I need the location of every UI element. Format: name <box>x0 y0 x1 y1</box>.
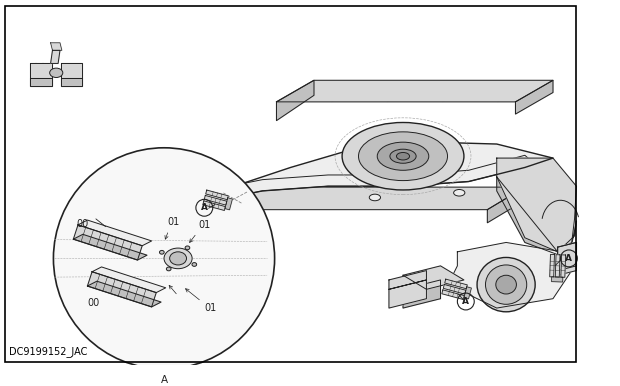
Ellipse shape <box>370 194 381 201</box>
Polygon shape <box>403 280 440 308</box>
Polygon shape <box>561 255 565 277</box>
Text: A: A <box>161 375 167 385</box>
Polygon shape <box>73 234 147 260</box>
Polygon shape <box>92 267 166 293</box>
Ellipse shape <box>496 275 516 294</box>
Polygon shape <box>497 177 577 255</box>
Text: A: A <box>565 254 572 263</box>
Ellipse shape <box>170 252 187 265</box>
Polygon shape <box>183 187 525 210</box>
Polygon shape <box>183 155 553 210</box>
Polygon shape <box>389 280 427 290</box>
Polygon shape <box>596 60 619 70</box>
Polygon shape <box>497 158 577 252</box>
Text: 00: 00 <box>76 219 89 229</box>
Polygon shape <box>183 186 234 227</box>
Ellipse shape <box>185 246 190 250</box>
Polygon shape <box>87 272 156 307</box>
Ellipse shape <box>203 199 214 205</box>
Ellipse shape <box>454 190 465 196</box>
Polygon shape <box>51 43 62 50</box>
Polygon shape <box>552 277 563 282</box>
Polygon shape <box>51 50 60 63</box>
Ellipse shape <box>166 267 171 271</box>
Polygon shape <box>277 80 553 102</box>
Polygon shape <box>78 220 152 246</box>
Ellipse shape <box>189 213 208 225</box>
Circle shape <box>53 148 275 369</box>
Polygon shape <box>277 80 314 120</box>
Polygon shape <box>61 78 82 86</box>
Ellipse shape <box>192 262 197 266</box>
Polygon shape <box>556 255 560 277</box>
Polygon shape <box>619 57 620 69</box>
Text: 01: 01 <box>198 220 210 230</box>
Ellipse shape <box>358 132 448 181</box>
Polygon shape <box>30 63 51 78</box>
Polygon shape <box>203 201 226 210</box>
Polygon shape <box>183 142 553 210</box>
Polygon shape <box>206 190 228 200</box>
Text: A: A <box>201 203 208 212</box>
Polygon shape <box>598 55 620 64</box>
Ellipse shape <box>50 68 63 78</box>
Polygon shape <box>443 284 466 294</box>
Ellipse shape <box>164 248 192 269</box>
Ellipse shape <box>390 149 416 163</box>
Polygon shape <box>204 195 227 205</box>
Polygon shape <box>30 78 51 86</box>
Ellipse shape <box>477 257 535 312</box>
Ellipse shape <box>396 152 410 160</box>
Text: 01: 01 <box>205 303 217 313</box>
Ellipse shape <box>342 122 464 190</box>
Polygon shape <box>487 187 525 223</box>
Text: 01: 01 <box>167 217 180 227</box>
Polygon shape <box>557 242 577 271</box>
Polygon shape <box>448 242 572 308</box>
Polygon shape <box>183 187 220 225</box>
Text: 00: 00 <box>87 298 100 308</box>
Ellipse shape <box>159 251 164 254</box>
Polygon shape <box>87 281 161 307</box>
Polygon shape <box>389 271 427 308</box>
Polygon shape <box>403 266 464 290</box>
Polygon shape <box>600 49 620 59</box>
Ellipse shape <box>485 265 527 304</box>
Polygon shape <box>464 287 471 299</box>
Polygon shape <box>73 225 142 260</box>
Polygon shape <box>225 198 232 210</box>
Polygon shape <box>61 63 82 78</box>
Polygon shape <box>445 279 467 289</box>
Text: A: A <box>463 297 469 306</box>
Polygon shape <box>550 254 554 277</box>
Ellipse shape <box>377 142 429 170</box>
Polygon shape <box>515 80 553 114</box>
Text: DC9199152_JAC: DC9199152_JAC <box>9 346 87 357</box>
Polygon shape <box>442 290 464 300</box>
Polygon shape <box>557 242 577 275</box>
